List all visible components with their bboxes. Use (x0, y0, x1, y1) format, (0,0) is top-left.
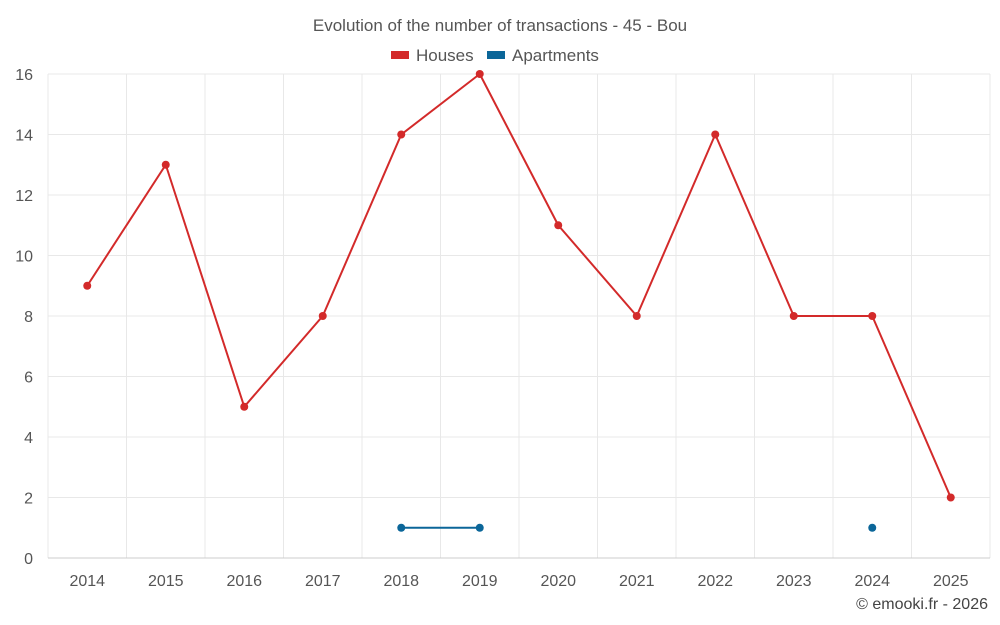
y-tick-label: 12 (15, 188, 33, 205)
data-point-houses-2020[interactable] (554, 221, 563, 230)
data-point-apartments-2024[interactable] (868, 523, 877, 532)
x-axis-ticks: 2014 2015 2016 2017 2018 2019 2020 2021 2022 2023… (69, 573, 968, 590)
data-point-houses-2024[interactable] (868, 312, 877, 320)
x-tick-label: 2020 (540, 573, 576, 590)
y-tick-label: 2 (24, 491, 33, 508)
legend-swatch-houses[interactable] (391, 51, 409, 59)
data-point-houses-2017[interactable] (318, 312, 327, 320)
y-tick-label: 6 (24, 370, 33, 387)
x-tick-label: 2014 (69, 573, 105, 590)
legend-swatch-apartments[interactable] (487, 51, 505, 59)
chart-title: Evolution of the number of transactions … (313, 16, 687, 35)
data-point-apartments-2019[interactable] (475, 523, 484, 532)
x-tick-label: 2018 (383, 573, 419, 590)
legend-label-apartments[interactable]: Apartments (512, 46, 599, 65)
y-tick-label: 8 (24, 309, 33, 326)
data-point-houses-2025[interactable] (946, 493, 955, 502)
y-axis-ticks: 0 2 4 6 8 10 12 14 16 (15, 67, 33, 568)
data-point-houses-2015[interactable] (161, 160, 170, 169)
gridlines (47, 73, 991, 559)
data-point-houses-2014[interactable] (83, 281, 92, 290)
data-point-houses-2016[interactable] (240, 402, 249, 411)
data-point-houses-2022[interactable] (711, 130, 720, 139)
y-tick-label: 0 (24, 551, 33, 568)
legend-label-houses[interactable]: Houses (416, 46, 474, 65)
x-tick-label: 2022 (697, 573, 733, 590)
legend[interactable]: Houses Apartments (391, 46, 599, 65)
x-tick-label: 2021 (619, 573, 655, 590)
x-tick-label: 2016 (226, 573, 262, 590)
x-tick-label: 2019 (462, 573, 498, 590)
x-tick-label: 2017 (305, 573, 341, 590)
y-tick-label: 16 (15, 67, 33, 84)
data-point-houses-2021[interactable] (632, 312, 641, 320)
x-tick-label: 2025 (933, 573, 969, 590)
series-points (83, 70, 955, 532)
y-tick-label: 4 (24, 430, 33, 447)
credit-text: © emooki.fr - 2026 (856, 596, 988, 613)
y-tick-label: 10 (15, 249, 33, 266)
series-line-houses (86, 73, 952, 498)
series-lines (86, 73, 952, 529)
y-tick-label: 14 (15, 128, 33, 145)
data-point-apartments-2018[interactable] (397, 523, 406, 532)
x-tick-label: 2023 (776, 573, 812, 590)
data-point-houses-2018[interactable] (397, 130, 406, 139)
x-tick-label: 2024 (854, 573, 890, 590)
x-tick-label: 2015 (148, 573, 184, 590)
data-point-houses-2019[interactable] (475, 70, 484, 78)
data-point-houses-2023[interactable] (789, 312, 798, 320)
